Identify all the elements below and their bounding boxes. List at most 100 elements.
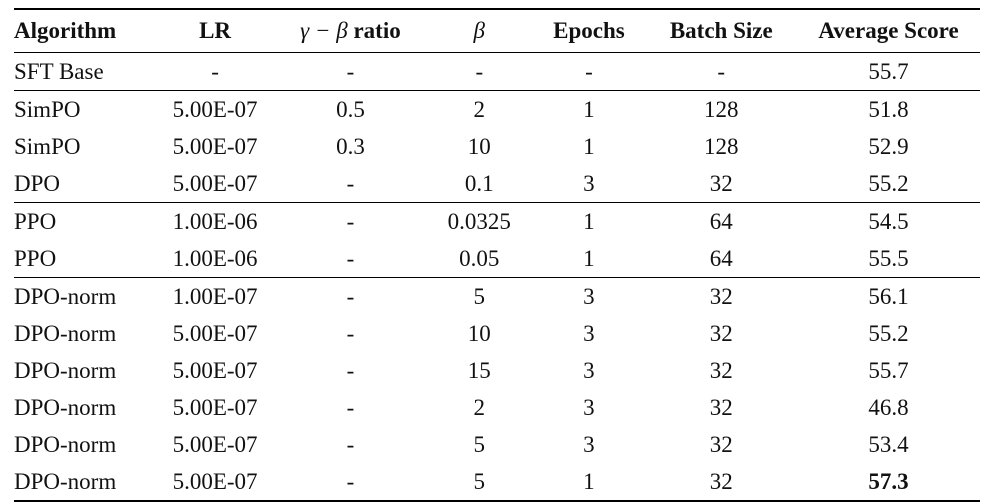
cell-batch-size: - <box>717 59 726 84</box>
cell-beta: 0.1 <box>464 171 494 196</box>
header-epochs: Epochs <box>553 18 625 43</box>
cell-algorithm: SFT Base <box>14 59 104 84</box>
cell-batch-size: 32 <box>709 395 733 420</box>
cell-beta: - <box>475 59 484 84</box>
cell-lr: 5.00E-07 <box>172 395 258 420</box>
cell-beta: 10 <box>467 321 491 346</box>
cell-average-score: 55.2 <box>868 321 909 346</box>
cell-algorithm: SimPO <box>14 134 81 159</box>
cell-algorithm: DPO-norm <box>14 277 156 315</box>
hyperparameter-results-table: Algorithm LR γ − β ratio β Epochs Batch … <box>14 8 980 502</box>
cell-beta: 15 <box>467 358 491 383</box>
cell-ratio: - <box>274 202 427 240</box>
cell-algorithm: DPO-norm <box>14 358 117 383</box>
cell-beta: 5 <box>426 463 533 502</box>
cell-beta: 0.05 <box>459 246 500 271</box>
cell-ratio: - <box>346 395 355 420</box>
header-beta-symbol: β <box>473 18 486 43</box>
table-row: SimPO 5.00E-07 0.5 2 1 128 51.8 <box>14 90 980 128</box>
cell-lr: 1.00E-07 <box>155 277 275 315</box>
cell-lr: - <box>211 59 219 84</box>
cell-beta: 2 <box>426 90 533 128</box>
cell-ratio: - <box>346 358 355 383</box>
cell-average-score: 46.8 <box>868 395 909 420</box>
cell-batch-size: 32 <box>709 358 733 383</box>
table-row: SimPO 5.00E-07 0.3 10 1 128 52.9 <box>14 128 980 165</box>
results-table-container: Algorithm LR γ − β ratio β Epochs Batch … <box>14 8 980 502</box>
header-ratio: γ − β ratio <box>275 9 427 53</box>
cell-lr: 5.00E-07 <box>172 432 258 457</box>
cell-average-score: 55.7 <box>868 59 909 84</box>
table-row: DPO-norm 5.00E-07 - 15 3 32 55.7 <box>14 352 980 389</box>
cell-average-score: 54.5 <box>797 202 980 240</box>
cell-ratio: - <box>274 277 427 315</box>
cell-beta: 5 <box>473 432 486 457</box>
cell-average-score: 55.2 <box>868 171 909 196</box>
cell-lr: 5.00E-07 <box>172 358 258 383</box>
header-batch-size: Batch Size <box>669 18 773 43</box>
cell-batch-size: 32 <box>645 463 798 502</box>
cell-algorithm: DPO-norm <box>14 321 117 346</box>
header-ratio-word: ratio <box>353 18 401 43</box>
cell-average-score: 55.7 <box>868 358 909 383</box>
table-row: SFT Base - - - - - 55.7 <box>14 53 980 91</box>
cell-epochs: 1 <box>583 246 595 271</box>
cell-epochs: 3 <box>583 171 595 196</box>
cell-epochs: 3 <box>583 432 595 457</box>
cell-algorithm: DPO-norm <box>14 395 117 420</box>
cell-lr: 1.00E-06 <box>172 246 258 271</box>
cell-beta: 0.0325 <box>426 202 533 240</box>
cell-ratio: - <box>346 321 355 346</box>
cell-algorithm: PPO <box>14 202 156 240</box>
cell-algorithm: DPO-norm <box>14 432 117 457</box>
cell-lr: 1.00E-06 <box>155 202 275 240</box>
header-beta: β <box>426 9 532 53</box>
table-row: DPO 5.00E-07 - 0.1 3 32 55.2 <box>14 165 980 203</box>
header-average-score: Average Score <box>818 18 959 43</box>
cell-ratio: 0.5 <box>274 90 427 128</box>
cell-epochs: 3 <box>583 358 595 383</box>
cell-epochs: 1 <box>532 202 646 240</box>
cell-beta: 2 <box>473 395 486 420</box>
cell-algorithm: DPO-norm <box>14 463 156 502</box>
cell-ratio: - <box>346 246 355 271</box>
cell-lr: 5.00E-07 <box>172 321 258 346</box>
table-row: DPO-norm 5.00E-07 - 2 3 32 46.8 <box>14 389 980 426</box>
cell-beta: 5 <box>426 277 533 315</box>
cell-average-score: 52.9 <box>868 134 909 159</box>
cell-lr: 5.00E-07 <box>155 463 275 502</box>
cell-batch-size: 32 <box>709 432 733 457</box>
table-header-row: Algorithm LR γ − β ratio β Epochs Batch … <box>14 9 980 53</box>
cell-average-score: 53.4 <box>868 432 909 457</box>
cell-ratio: - <box>346 432 355 457</box>
cell-beta: 10 <box>467 134 491 159</box>
cell-average-score: 56.1 <box>797 277 980 315</box>
cell-batch-size: 64 <box>709 246 733 271</box>
table-row: PPO 1.00E-06 - 0.05 1 64 55.5 <box>14 240 980 278</box>
cell-batch-size: 128 <box>645 90 798 128</box>
table-row: DPO-norm 5.00E-07 - 10 3 32 55.2 <box>14 315 980 352</box>
cell-epochs: 3 <box>583 321 595 346</box>
cell-average-score: 55.5 <box>868 246 909 271</box>
cell-lr: 5.00E-07 <box>172 171 258 196</box>
table-row: DPO-norm 1.00E-07 - 5 3 32 56.1 <box>14 277 980 315</box>
cell-batch-size: 32 <box>645 277 798 315</box>
cell-epochs: - <box>585 59 593 84</box>
cell-algorithm: PPO <box>14 246 57 271</box>
cell-ratio: 0.3 <box>336 134 365 159</box>
cell-batch-size: 64 <box>645 202 798 240</box>
cell-ratio: - <box>346 171 355 196</box>
cell-epochs: 3 <box>583 395 595 420</box>
cell-algorithm: SimPO <box>14 90 156 128</box>
cell-epochs: 3 <box>532 277 646 315</box>
header-algorithm: Algorithm <box>14 18 117 43</box>
cell-batch-size: 32 <box>709 321 733 346</box>
cell-average-score-best: 57.3 <box>797 463 980 502</box>
cell-epochs: 1 <box>532 90 646 128</box>
cell-algorithm: DPO <box>14 171 61 196</box>
cell-lr: 5.00E-07 <box>172 134 258 159</box>
cell-ratio: - <box>346 59 355 84</box>
cell-ratio: - <box>274 463 427 502</box>
cell-batch-size: 32 <box>709 171 733 196</box>
header-lr: LR <box>199 18 232 43</box>
